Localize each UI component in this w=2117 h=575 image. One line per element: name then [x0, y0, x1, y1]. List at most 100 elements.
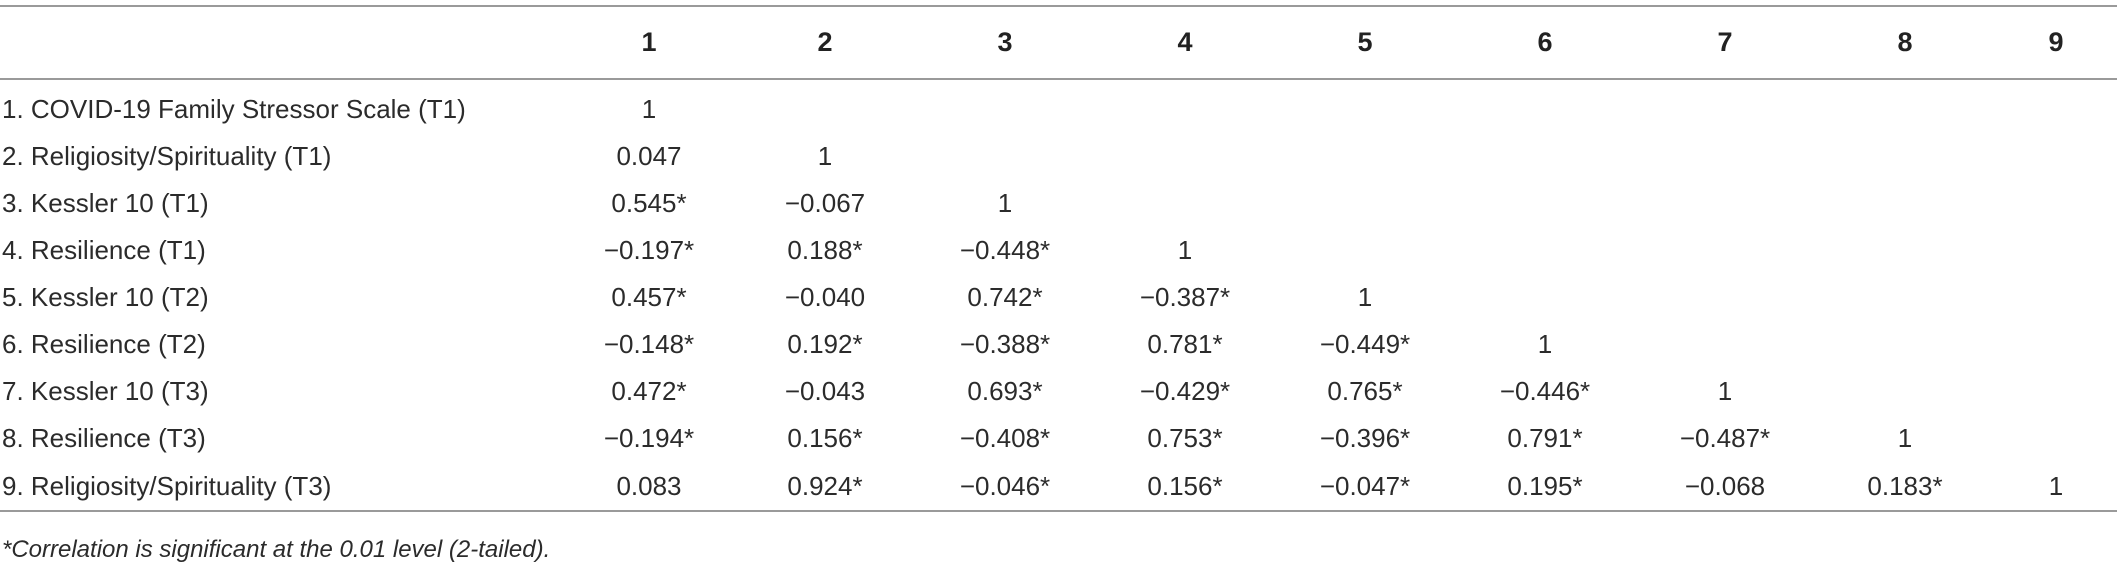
row-label: 6. Resilience (T2) [2, 329, 206, 359]
table-row: 5. Kessler 10 (T2) 0.457* −0.040 0.742* −0.3… [0, 274, 2117, 321]
table-cell [1815, 227, 1995, 274]
table-cell: −0.068 [1635, 462, 1815, 512]
table-cell [1635, 274, 1815, 321]
table-cell: 0.791* [1507, 423, 1583, 453]
table-cell: 1 [1537, 329, 1553, 359]
table-cell [1275, 133, 1455, 180]
column-header: 1 [563, 5, 735, 80]
table-cell [1455, 133, 1635, 180]
table-cell: 0.545* [611, 188, 687, 218]
table-footnote: *Correlation is significant at the 0.01 … [2, 536, 551, 563]
table-cell [1635, 133, 1815, 180]
table-row: 4. Resilience (T1) −0.197* 0.188* −0.448* 1 [0, 227, 2117, 274]
table-cell: 1 [641, 94, 657, 124]
table-cell: 0.188* [787, 235, 863, 265]
table-cell: 0.156* [1095, 462, 1275, 512]
table-row: 6. Resilience (T2) −0.148* 0.192* −0.388* 0.… [0, 321, 2117, 368]
table-cell: 0.183* [1815, 462, 1995, 512]
column-header: 9 [1995, 5, 2117, 80]
table-cell: 0.192* [787, 329, 863, 359]
row-label: 7. Kessler 10 (T3) [2, 376, 209, 406]
table-cell [1635, 227, 1815, 274]
table-cell: 0.047 [616, 141, 682, 171]
table-cell: −0.040 [784, 282, 866, 312]
table-cell: −0.429* [1139, 376, 1231, 406]
table-row: 7. Kessler 10 (T3) 0.472* −0.043 0.693* −0.4… [0, 368, 2117, 415]
header-corner [0, 5, 563, 80]
column-header: 2 [735, 5, 915, 80]
row-label: 4. Resilience (T1) [2, 235, 206, 265]
row-label: 8. Resilience (T3) [2, 423, 206, 453]
table-cell: 1 [817, 141, 833, 171]
table-cell [1995, 180, 2117, 227]
table-cell [1995, 227, 2117, 274]
table-cell [915, 79, 1095, 133]
table-cell: 0.742* [967, 282, 1043, 312]
table-cell: −0.449* [1319, 329, 1411, 359]
table-cell: 0.693* [967, 376, 1043, 406]
table-cell [1995, 368, 2117, 415]
table-row: 8. Resilience (T3) −0.194* 0.156* −0.408* 0.… [0, 415, 2117, 462]
table-row: 3. Kessler 10 (T1) 0.545* −0.067 1 [0, 180, 2117, 227]
table-cell [1815, 180, 1995, 227]
table-cell: −0.487* [1679, 423, 1771, 453]
table-cell [1995, 321, 2117, 368]
row-label: 2. Religiosity/Spirituality (T1) [2, 141, 332, 171]
row-label: 1. COVID-19 Family Stressor Scale (T1) [2, 94, 466, 124]
table-cell: 1 [1357, 282, 1373, 312]
table-cell [1995, 79, 2117, 133]
table-cell: −0.197* [603, 235, 695, 265]
table-cell [1275, 180, 1455, 227]
table-cell: 0.156* [787, 423, 863, 453]
table-cell [1455, 227, 1635, 274]
table-cell [1995, 274, 2117, 321]
column-header: 4 [1095, 5, 1275, 80]
table-cell: −0.047* [1275, 462, 1455, 512]
table-cell [1275, 227, 1455, 274]
table-row: 2. Religiosity/Spirituality (T1) 0.047 1 [0, 133, 2117, 180]
table-cell [915, 133, 1095, 180]
table-cell [1815, 321, 1995, 368]
table-cell: −0.046* [915, 462, 1095, 512]
table-cell: 0.457* [611, 282, 687, 312]
row-label: 9. Religiosity/Spirituality (T3) [0, 462, 563, 512]
table-cell: −0.194* [603, 423, 695, 453]
table-cell [1455, 79, 1635, 133]
column-header: 6 [1455, 5, 1635, 80]
table-row: 1. COVID-19 Family Stressor Scale (T1) 1 [0, 79, 2117, 133]
table-cell: −0.387* [1139, 282, 1231, 312]
table-cell [1815, 274, 1995, 321]
table-cell [1635, 180, 1815, 227]
column-header: 8 [1815, 5, 1995, 80]
table-cell: −0.396* [1319, 423, 1411, 453]
table-cell [1275, 79, 1455, 133]
table-cell: −0.067 [784, 188, 866, 218]
row-label: 5. Kessler 10 (T2) [2, 282, 209, 312]
table-cell [1995, 415, 2117, 462]
table-cell [1995, 133, 2117, 180]
table-cell [1455, 180, 1635, 227]
table-cell [1455, 274, 1635, 321]
column-header: 3 [915, 5, 1095, 80]
table-cell: −0.446* [1499, 376, 1591, 406]
table-cell [1095, 133, 1275, 180]
table-cell [1095, 180, 1275, 227]
table-cell: −0.408* [959, 423, 1051, 453]
table-cell: −0.448* [959, 235, 1051, 265]
table-cell: −0.388* [959, 329, 1051, 359]
correlation-table: 1 2 3 4 5 6 7 8 9 1. COVID-19 Family Str… [0, 5, 2117, 512]
column-header: 5 [1275, 5, 1455, 80]
table-cell: 0.765* [1327, 376, 1403, 406]
table-cell: 0.472* [611, 376, 687, 406]
table-cell: 0.083 [563, 462, 735, 512]
header-row: 1 2 3 4 5 6 7 8 9 [0, 5, 2117, 80]
table-cell: 1 [1717, 376, 1733, 406]
table-cell [1635, 321, 1815, 368]
table-cell [735, 79, 915, 133]
table-cell: 1 [1995, 462, 2117, 512]
column-header: 7 [1635, 5, 1815, 80]
table-cell: −0.043 [784, 376, 866, 406]
table-cell [1815, 133, 1995, 180]
table-cell [1095, 79, 1275, 133]
